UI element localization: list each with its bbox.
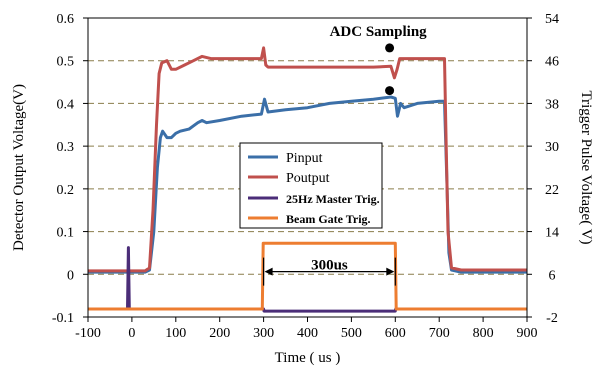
series-line-2 (88, 246, 527, 313)
y-left-axis-ticks: -0.1 0 0.1 0.2 0.3 0.4 0.5 0.6 (52, 12, 88, 326)
series-line-3 (88, 241, 527, 311)
y-left-tick-label: 0.4 (57, 97, 75, 112)
sample-point-marker (385, 86, 395, 96)
x-tick-label: 800 (473, 326, 494, 341)
legend-label: 25Hz Master Trig. (286, 192, 380, 206)
span-arrow-left (264, 267, 273, 276)
x-tick-label: 100 (165, 326, 186, 341)
legend-item-master-trig: 25Hz Master Trig. (248, 192, 380, 206)
legend-label: Pinput (286, 151, 323, 166)
span-arrow-right (386, 267, 395, 276)
adc-sampling-annotation: ADC Sampling (330, 24, 428, 40)
y-right-tick-label: 54 (545, 12, 559, 27)
x-tick-label: 600 (385, 326, 406, 341)
legend-item-beam-gate: Beam Gate Trig. (248, 212, 371, 226)
sample-markers (385, 43, 395, 96)
duration-span (263, 257, 396, 286)
legend-item-pinput: Pinput (248, 151, 323, 166)
legend-label: Beam Gate Trig. (286, 212, 371, 226)
y-right-tick-label: 38 (545, 97, 559, 112)
y-right-tick-label: 14 (545, 226, 559, 241)
x-tick-label: 500 (341, 326, 362, 341)
x-tick-label: 200 (209, 326, 230, 341)
y-right-axis-label: Trigger Pulse Voltage( V) (578, 90, 594, 244)
series-line-0 (88, 95, 527, 274)
x-tick-label: 400 (297, 326, 318, 341)
x-axis-label: Time ( us ) (275, 350, 341, 366)
y-right-tick-label: 30 (545, 140, 559, 155)
y-right-axis-ticks: -2 6 14 22 30 38 46 54 (527, 12, 559, 326)
sample-point-marker (385, 43, 395, 53)
legend: Pinput Poutput 25Hz Master Trig. Beam Ga… (239, 142, 383, 229)
y-right-tick-label: -2 (546, 311, 558, 326)
legend-item-poutput: Poutput (248, 171, 330, 186)
y-right-tick-label: 22 (545, 183, 559, 198)
x-tick-label: 300 (253, 326, 274, 341)
x-tick-label: -100 (75, 326, 101, 341)
span-duration-label: 300us (311, 258, 348, 274)
y-left-tick-label: 0.1 (57, 226, 75, 241)
y-left-tick-label: 0.5 (57, 55, 75, 70)
y-left-tick-label: -0.1 (52, 311, 74, 326)
y-left-axis-label: Detector Output Voltage(V) (11, 84, 27, 251)
y-right-tick-label: 6 (549, 268, 556, 283)
x-axis-ticks: -100 0 100 200 300 400 500 600 700 800 900 (75, 317, 538, 341)
y-left-tick-label: 0 (67, 268, 74, 283)
legend-label: Poutput (286, 171, 330, 186)
series-lines (88, 46, 527, 313)
y-left-tick-label: 0.2 (57, 183, 75, 198)
y-left-tick-label: 0.6 (57, 12, 75, 27)
y-right-tick-label: 46 (545, 55, 559, 70)
x-tick-label: 700 (429, 326, 450, 341)
y-left-tick-label: 0.3 (57, 140, 75, 155)
x-tick-label: 900 (517, 326, 538, 341)
series-line-1 (88, 46, 527, 273)
x-tick-label: 0 (128, 326, 135, 341)
